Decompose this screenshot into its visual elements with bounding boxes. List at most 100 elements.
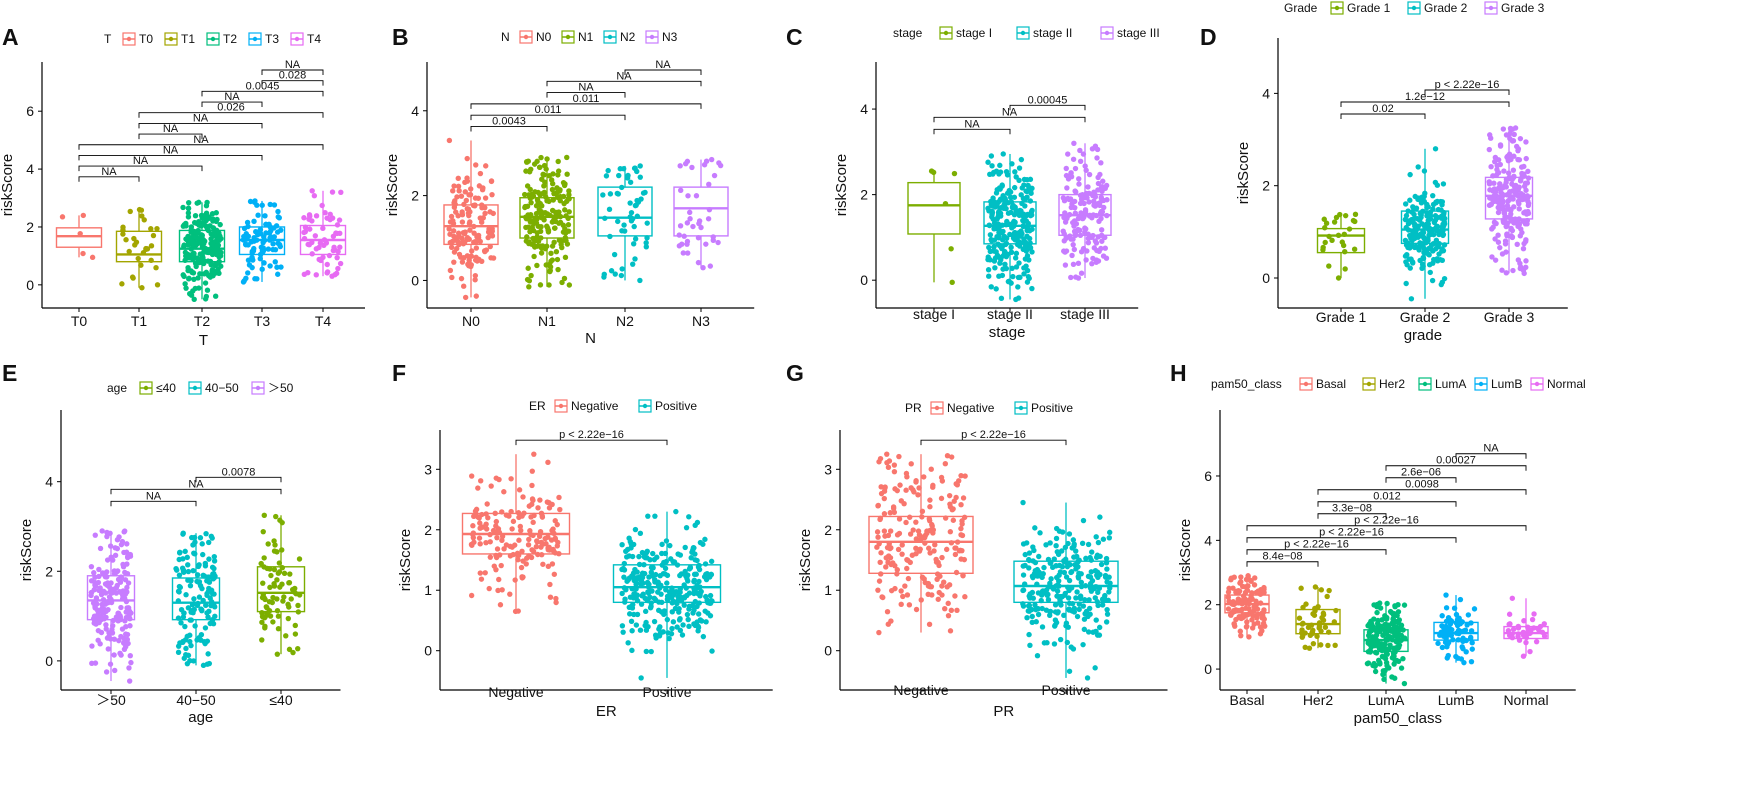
data-point bbox=[1499, 200, 1506, 206]
data-point bbox=[894, 567, 901, 573]
data-point bbox=[188, 238, 195, 244]
data-point bbox=[703, 619, 709, 625]
data-point bbox=[1499, 267, 1505, 273]
data-point bbox=[931, 548, 937, 554]
data-point bbox=[1096, 585, 1103, 591]
data-point bbox=[1085, 235, 1092, 242]
data-point bbox=[1020, 603, 1027, 609]
data-point bbox=[1385, 625, 1391, 631]
data-point bbox=[176, 572, 183, 578]
data-point bbox=[280, 598, 286, 604]
data-point bbox=[515, 608, 521, 614]
data-point bbox=[932, 542, 938, 548]
data-point bbox=[539, 513, 545, 519]
data-point bbox=[878, 550, 884, 556]
data-point bbox=[1443, 592, 1449, 598]
data-point bbox=[512, 577, 518, 583]
comparison-bracket bbox=[933, 116, 1086, 123]
data-point bbox=[1505, 170, 1512, 176]
data-point bbox=[281, 594, 287, 600]
y-tick-label: 2 bbox=[824, 522, 832, 538]
box bbox=[673, 186, 729, 237]
panel-letter: B bbox=[392, 24, 409, 50]
data-point bbox=[566, 192, 572, 198]
data-point bbox=[1443, 618, 1450, 625]
data-point bbox=[1053, 543, 1059, 549]
data-point bbox=[991, 244, 997, 250]
data-point bbox=[467, 219, 473, 225]
data-point bbox=[657, 624, 663, 630]
data-point bbox=[523, 168, 529, 174]
data-point bbox=[488, 483, 494, 489]
data-point bbox=[1097, 514, 1103, 520]
data-point bbox=[1500, 185, 1506, 191]
data-point bbox=[498, 562, 504, 569]
data-point bbox=[490, 255, 497, 261]
data-point bbox=[632, 165, 638, 171]
data-point bbox=[473, 506, 480, 513]
y-tick-label: 2 bbox=[1204, 597, 1212, 613]
data-point bbox=[684, 592, 690, 599]
data-point bbox=[1450, 637, 1456, 643]
data-point bbox=[952, 551, 959, 558]
data-point bbox=[116, 534, 122, 540]
data-point bbox=[192, 260, 199, 266]
data-point bbox=[944, 452, 951, 459]
data-point bbox=[1531, 611, 1537, 617]
data-point bbox=[555, 158, 561, 165]
data-point bbox=[549, 186, 556, 193]
x-tick-label: ≤40 bbox=[269, 692, 292, 708]
legend-key-dot bbox=[649, 34, 655, 40]
data-point bbox=[191, 276, 197, 282]
y-tick-label: 3 bbox=[824, 461, 832, 477]
data-point bbox=[265, 246, 272, 252]
comparison-bracket bbox=[470, 103, 702, 109]
data-point bbox=[1020, 572, 1027, 578]
data-point bbox=[1311, 612, 1318, 618]
data-point bbox=[295, 602, 301, 609]
data-point bbox=[877, 455, 884, 462]
data-point bbox=[1016, 165, 1023, 171]
data-point bbox=[1412, 221, 1418, 227]
data-point bbox=[184, 660, 191, 667]
data-point bbox=[320, 225, 326, 232]
data-point bbox=[1247, 577, 1253, 583]
data-point bbox=[1504, 203, 1511, 209]
legend-label: T0 bbox=[139, 32, 153, 46]
data-point bbox=[919, 508, 926, 515]
data-point bbox=[1048, 576, 1054, 582]
comparison-bracket bbox=[78, 165, 203, 172]
data-point bbox=[630, 574, 637, 581]
data-point bbox=[124, 541, 130, 547]
data-point bbox=[521, 191, 528, 198]
data-point bbox=[556, 237, 563, 243]
data-point bbox=[277, 243, 283, 250]
data-point bbox=[999, 222, 1005, 228]
data-point bbox=[275, 625, 282, 632]
data-point bbox=[198, 606, 204, 612]
data-point bbox=[900, 593, 906, 600]
data-point bbox=[1533, 638, 1540, 645]
data-point bbox=[690, 223, 696, 230]
data-point bbox=[1517, 135, 1524, 142]
data-point bbox=[255, 212, 261, 218]
data-point bbox=[959, 532, 966, 539]
data-point bbox=[926, 621, 933, 627]
data-point bbox=[949, 279, 955, 286]
data-point bbox=[454, 194, 460, 200]
data-point bbox=[1514, 241, 1520, 248]
data-point bbox=[447, 231, 453, 237]
data-point bbox=[1075, 559, 1081, 565]
data-point bbox=[537, 164, 543, 171]
data-point bbox=[473, 162, 479, 168]
data-point bbox=[1523, 639, 1529, 646]
data-point bbox=[643, 244, 650, 250]
data-point bbox=[616, 172, 622, 179]
legend-key-dot bbox=[294, 36, 300, 42]
data-point bbox=[628, 541, 634, 547]
data-point bbox=[1079, 215, 1086, 222]
y-tick-label: 6 bbox=[1204, 468, 1212, 484]
data-point bbox=[1226, 585, 1232, 592]
data-point bbox=[1019, 200, 1025, 207]
data-point bbox=[204, 661, 211, 667]
